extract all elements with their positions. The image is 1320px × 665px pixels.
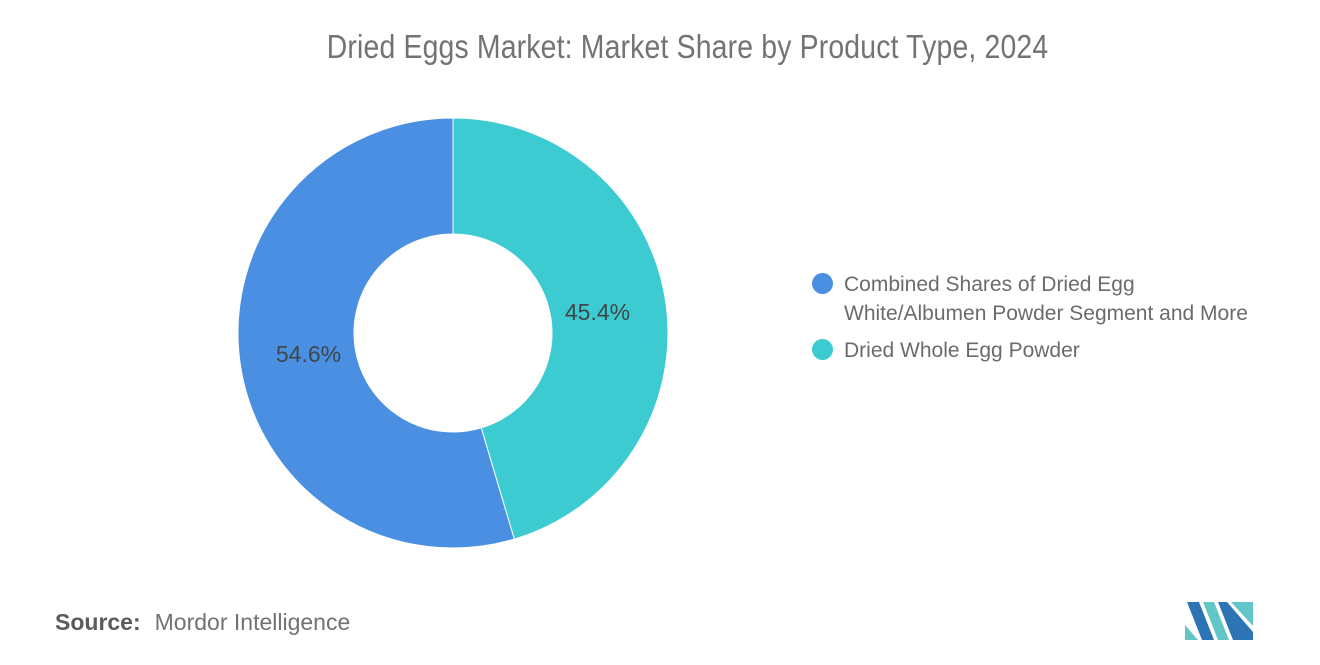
source-line: Source: Mordor Intelligence [55,609,350,636]
slice-percentage-label: 45.4% [565,299,630,325]
source-text: Mordor Intelligence [154,609,351,635]
legend-item-dried-whole-egg[interactable]: Dried Whole Egg Powder [812,336,1248,365]
logo-teal-triangle-top-right [1231,602,1253,626]
legend-item-dried-egg-white[interactable]: Combined Shares of Dried Egg White/Album… [812,270,1248,328]
donut-slice-0[interactable] [452,117,669,540]
legend: Combined Shares of Dried Egg White/Album… [812,270,1248,365]
legend-dot-teal [812,339,833,360]
logo-teal-triangle-bottom-left [1185,625,1198,640]
source-prefix: Source: [55,609,141,635]
mordor-intelligence-logo [1185,602,1253,640]
legend-label: Dried Whole Egg Powder [844,339,1080,362]
donut-chart: 45.4% 54.6% [237,117,669,549]
logo-blue-band-right [1218,602,1253,640]
donut-slice-1[interactable] [237,117,515,549]
legend-dot-blue [812,273,833,294]
legend-label: Combined Shares of Dried Egg White/Album… [844,273,1248,325]
logo-teal-parallelogram-middle [1203,602,1229,640]
slice-percentage-label: 54.6% [276,341,341,367]
chart-title: Dried Eggs Market: Market Share by Produ… [327,28,1049,65]
logo-blue-band-left [1187,602,1214,640]
title-wrap: Dried Eggs Market: Market Share by Produ… [0,28,1320,66]
